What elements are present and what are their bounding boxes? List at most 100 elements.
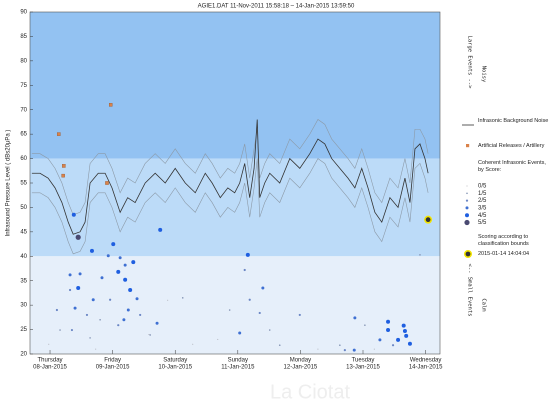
y-tick-label: 35 <box>20 278 27 284</box>
legend-scoring-note: Scoring according to classification boun… <box>478 234 529 247</box>
event-point <box>261 286 265 290</box>
level-band <box>30 158 440 257</box>
y-tick-label: 45 <box>20 229 27 235</box>
event-point <box>343 348 346 352</box>
event-point <box>89 248 94 253</box>
event-point <box>148 333 150 335</box>
x-tick-date: 09-Jan-2015 <box>96 365 130 371</box>
event-point <box>128 287 133 292</box>
event-point <box>99 319 101 321</box>
y-tick-label: 40 <box>20 254 27 260</box>
chart-title: AGIE1.DAT 11-Nov-2011 15:58:18 – 14-Jan-… <box>198 4 355 10</box>
x-tick-label: Friday <box>104 358 121 364</box>
x-tick-date: 11-Jan-2015 <box>221 365 255 371</box>
event-point <box>91 298 95 302</box>
calm-label: Calm <box>481 298 487 312</box>
event-point <box>407 341 412 346</box>
x-tick-label: Sunday <box>228 358 248 364</box>
event-point <box>135 297 139 301</box>
event-point <box>248 298 251 301</box>
watermark: La Ciotat <box>270 381 350 400</box>
legend-label: 2/5 <box>478 198 487 204</box>
event-point <box>378 338 382 342</box>
x-tick-date: 12-Jan-2015 <box>284 365 318 371</box>
event-point <box>149 334 151 336</box>
x-tick-date: 13-Jan-2015 <box>346 365 380 371</box>
event-point <box>181 297 184 299</box>
artillery-point <box>62 164 66 168</box>
event-point <box>59 329 61 331</box>
event-point <box>117 324 120 327</box>
noise-upper-line <box>31 119 429 216</box>
y-tick-label: 85 <box>20 34 27 40</box>
x-tick-label: Saturday <box>163 358 187 364</box>
y-tick-label: 50 <box>20 205 27 211</box>
event-point <box>76 286 81 291</box>
event-point <box>364 324 366 326</box>
event-point <box>243 268 246 272</box>
event-point <box>167 299 169 301</box>
event-point <box>116 269 121 274</box>
legend-marker <box>465 199 469 202</box>
y-tick-label: 80 <box>20 58 27 64</box>
event-point <box>391 344 395 347</box>
event-point <box>109 298 112 301</box>
event-point <box>95 348 97 350</box>
event-point <box>155 321 159 325</box>
legend-label: 4/5 <box>478 213 487 219</box>
small-events-label: <-- Small Events <box>467 264 473 317</box>
y-tick-label: 65 <box>20 132 27 138</box>
x-tick-label: Monday <box>290 358 311 364</box>
noisy-label: Noisy <box>481 66 487 83</box>
event-point <box>48 343 50 345</box>
legend-noise: Infrasonic Background Noise <box>478 118 549 124</box>
event-point <box>126 308 130 312</box>
event-point <box>373 348 375 350</box>
y-axis-label: Infrasound Pressure Level ( dBs20μPa ) <box>6 130 12 237</box>
legend-events-title: Coherent Infrasonic Events, by Score: <box>478 160 546 173</box>
event-point <box>70 328 74 332</box>
event-point <box>111 242 116 247</box>
legend-label: 0/5 <box>478 184 487 190</box>
event-point <box>317 348 319 350</box>
y-tick-label: 70 <box>20 107 27 113</box>
event-point <box>106 254 110 258</box>
y-tick-label: 90 <box>20 10 27 16</box>
legend-artillery: Artificial Releases / Artillery <box>478 143 545 149</box>
legend-highlight: 2015-01-14 14:04:04 <box>478 251 530 257</box>
event-point <box>245 252 250 257</box>
event-point <box>68 273 72 277</box>
artillery-point <box>57 132 61 136</box>
y-tick-label: 20 <box>20 352 27 358</box>
x-tick-date: 10-Jan-2015 <box>158 365 192 371</box>
event-point <box>68 288 72 292</box>
event-point <box>401 323 406 328</box>
legend-marker <box>465 213 469 218</box>
event-point <box>339 344 341 347</box>
legend-marker <box>466 192 468 195</box>
y-tick-label: 55 <box>20 181 27 187</box>
event-point <box>278 344 281 347</box>
legend-label: 1/5 <box>478 191 487 197</box>
event-point <box>89 337 91 339</box>
event-point <box>85 313 89 317</box>
event-point <box>404 333 409 338</box>
event-point <box>217 338 219 340</box>
event-point <box>268 329 271 331</box>
y-tick-label: 60 <box>20 156 27 162</box>
event-point <box>352 348 356 352</box>
y-tick-label: 75 <box>20 83 27 89</box>
event-point <box>71 212 76 217</box>
event-point <box>100 276 104 280</box>
event-point <box>386 328 391 333</box>
artillery-point <box>105 181 109 185</box>
legend-swatch <box>463 250 472 259</box>
legend-swatch <box>466 144 470 148</box>
event-point <box>192 343 194 345</box>
event-point <box>118 256 122 260</box>
x-tick-label: Thursday <box>38 358 63 364</box>
event-point <box>123 277 128 282</box>
event-point <box>158 227 163 232</box>
